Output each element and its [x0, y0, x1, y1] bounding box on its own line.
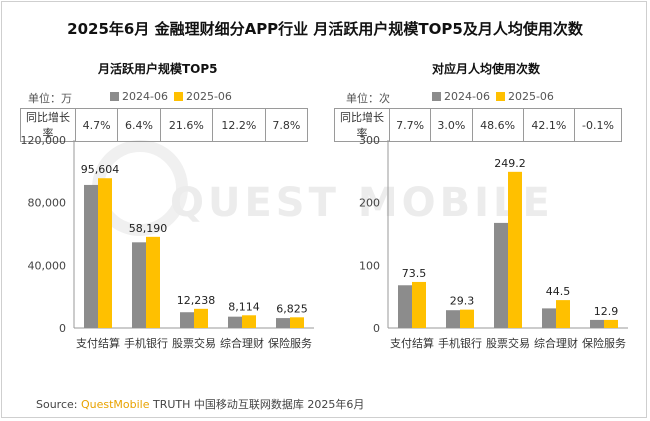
x-tick-label: 手机银行 — [438, 336, 482, 350]
legend-item-2025: 2025-06 — [173, 90, 232, 103]
bar-2025-06 — [460, 309, 474, 328]
source-prefix: Source: — [36, 398, 81, 411]
y-tick-label: 100 — [359, 259, 380, 272]
bar-2024-06 — [398, 285, 412, 328]
legend-label: 2024-06 — [444, 90, 490, 103]
left-yoy-table: 同比增长率 4.7% 6.4% 21.6% 12.2% 7.8% — [20, 108, 309, 142]
source-text: TRUTH 中国移动互联网数据库 2025年6月 — [149, 398, 365, 411]
y-tick-label: 0 — [59, 322, 66, 335]
bar-2025-06 — [604, 319, 618, 328]
yoy-header: 同比增长率 — [334, 108, 390, 142]
right-subtitle: 对应月人均使用次数 — [432, 62, 541, 76]
y-tick-label: 0 — [373, 322, 380, 335]
yoy-cell: 21.6% — [159, 108, 214, 142]
x-tick-label: 综合理财 — [534, 336, 578, 350]
legend-item-2024: 2024-06 — [110, 90, 168, 103]
yoy-cell: 7.7% — [388, 108, 432, 142]
yoy-cell: 42.1% — [522, 108, 576, 142]
right-yoy-table: 同比增长率 7.7% 3.0% 48.6% 42.1% -0.1% — [334, 108, 622, 142]
yoy-cell: 6.4% — [117, 108, 161, 142]
x-tick-label: 支付结算 — [390, 336, 434, 350]
left-bar-chart: 0 40,000 80,000 120,000 95,604 支付结算 58,190 手机银行… — [21, 134, 314, 350]
data-label: 12,238 — [177, 294, 216, 307]
right-legend: 2024-06 2025-06 — [432, 90, 560, 103]
bar-2024-06 — [132, 242, 146, 328]
right-unit: 单位：次 — [346, 92, 390, 105]
left-legend: 2024-06 2025-06 — [110, 90, 238, 103]
bar-2025-06 — [412, 281, 426, 328]
bar-2024-06 — [542, 308, 556, 328]
x-tick-label: 手机银行 — [124, 336, 168, 350]
yoy-header: 同比增长率 — [20, 108, 76, 142]
bar-2025-06 — [194, 308, 208, 328]
x-tick-label: 股票交易 — [172, 336, 216, 350]
y-tick-label: 40,000 — [28, 259, 67, 272]
yoy-cell: 48.6% — [471, 108, 524, 142]
yoy-cell: -0.1% — [574, 108, 622, 142]
bar-2025-06 — [556, 300, 570, 328]
data-label: 6,825 — [276, 302, 308, 315]
yoy-cell: 3.0% — [430, 108, 473, 142]
bar-2024-06 — [228, 316, 242, 328]
data-label: 8,114 — [228, 300, 260, 313]
legend-item-2025: 2025-06 — [495, 90, 554, 103]
y-tick-label: 120,000 — [21, 134, 67, 147]
x-tick-label: 保险服务 — [268, 336, 312, 350]
page-title: 2025年6月 金融理财细分APP行业 月活跃用户规模TOP5及月人均使用次数 — [67, 20, 583, 38]
bar-2024-06 — [276, 318, 290, 328]
yoy-cell: 7.8% — [264, 108, 309, 142]
bar-2024-06 — [590, 319, 604, 328]
bar-2024-06 — [84, 184, 98, 328]
bar-2025-06 — [508, 171, 522, 328]
yoy-cell: 4.7% — [74, 108, 119, 142]
legend-item-2024: 2024-06 — [432, 90, 490, 103]
x-tick-label: 支付结算 — [76, 336, 120, 350]
bar-2025-06 — [98, 178, 112, 328]
data-label: 29.3 — [450, 295, 475, 308]
x-tick-label: 保险服务 — [582, 336, 626, 350]
bar-2025-06 — [242, 315, 256, 328]
legend-swatch-yellow — [173, 92, 183, 101]
bar-2024-06 — [446, 310, 460, 328]
bar-2024-06 — [180, 312, 194, 328]
data-label: 12.9 — [594, 305, 619, 318]
data-label: 73.5 — [402, 267, 427, 280]
y-tick-label: 200 — [359, 197, 380, 210]
data-label: 58,190 — [129, 222, 168, 235]
bar-2025-06 — [146, 236, 160, 328]
data-label: 249.2 — [494, 157, 526, 170]
data-label: 95,604 — [81, 163, 120, 176]
legend-swatch-grey — [432, 92, 441, 101]
x-tick-label: 综合理财 — [220, 336, 264, 350]
legend-label: 2025-06 — [507, 90, 554, 103]
right-bar-chart: 0 100 200 300 73.5 支付结算 29.3 手机银行 249.2 股票交易 44.5 综… — [359, 134, 628, 350]
bar-2025-06 — [290, 317, 304, 328]
left-subtitle: 月活跃用户规模TOP5 — [98, 62, 218, 76]
source-note: Source: QuestMobile TRUTH 中国移动互联网数据库 202… — [36, 396, 364, 412]
y-tick-label: 300 — [359, 134, 380, 147]
bar-2024-06 — [494, 222, 508, 328]
watermark: QUEST MOBILE — [170, 180, 554, 226]
source-brand: QuestMobile — [80, 398, 150, 411]
data-label: 44.5 — [546, 285, 571, 298]
legend-swatch-yellow — [495, 92, 505, 101]
legend-label: 2025-06 — [185, 90, 232, 103]
y-tick-label: 80,000 — [28, 197, 67, 210]
legend-swatch-grey — [110, 92, 119, 101]
x-tick-label: 股票交易 — [486, 336, 530, 350]
left-unit: 单位：万 — [28, 92, 72, 105]
legend-label: 2024-06 — [122, 90, 168, 103]
